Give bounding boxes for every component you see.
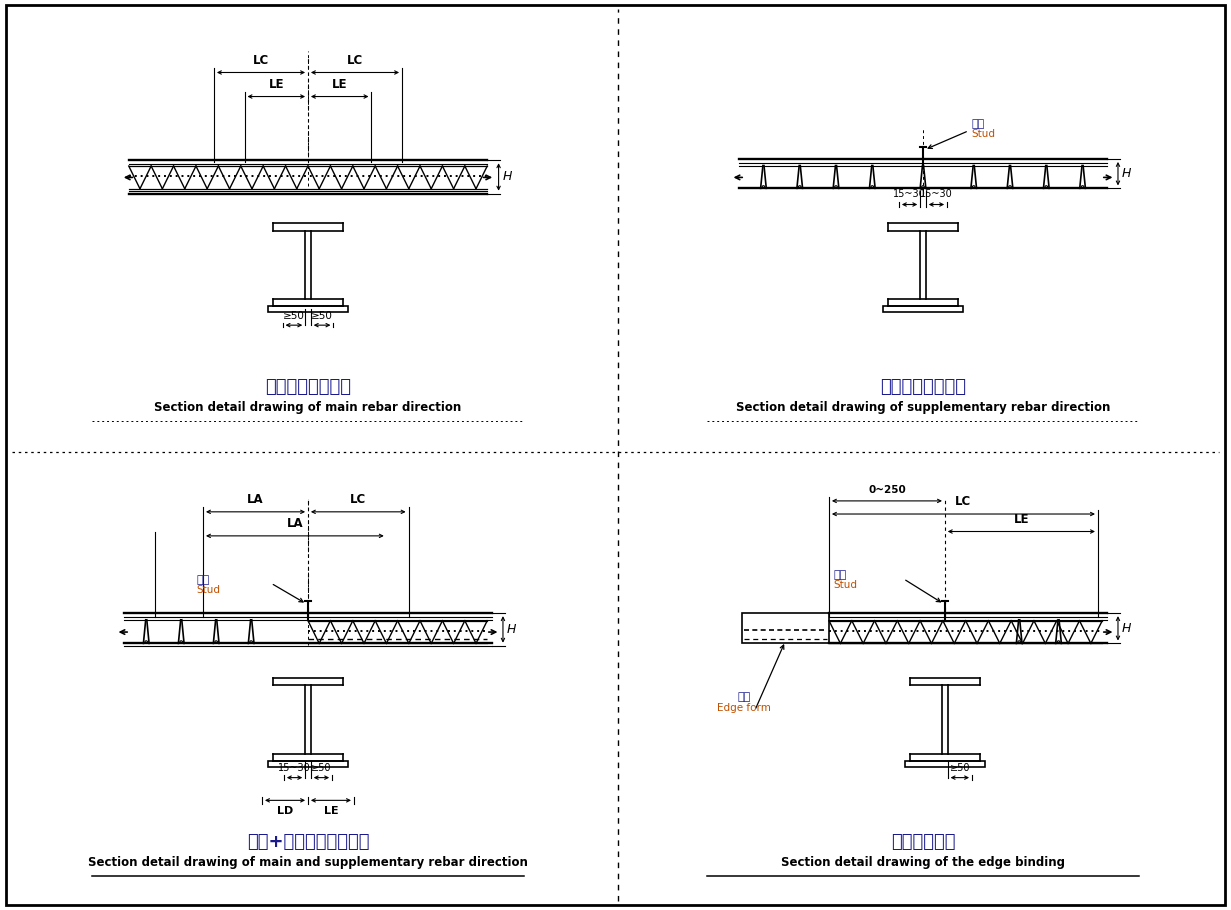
Text: LA: LA <box>287 517 303 531</box>
Text: H: H <box>1121 622 1131 635</box>
Text: ≥50: ≥50 <box>283 311 305 321</box>
Bar <box>905 761 985 767</box>
Text: Section detail drawing of main and supplementary rebar direction: Section detail drawing of main and suppl… <box>89 856 528 869</box>
Bar <box>741 613 828 643</box>
Text: ≥50: ≥50 <box>311 311 334 321</box>
Text: 15~30: 15~30 <box>278 763 311 774</box>
Bar <box>268 307 348 312</box>
Text: H: H <box>502 170 512 184</box>
Text: ≥50: ≥50 <box>311 763 331 774</box>
Text: LC: LC <box>955 495 971 509</box>
Text: 0~250: 0~250 <box>868 485 906 495</box>
Text: 栓釘: 栓釘 <box>971 119 985 129</box>
Text: LA: LA <box>247 493 263 506</box>
Text: Section detail drawing of the edge binding: Section detail drawing of the edge bindi… <box>780 856 1065 869</box>
Text: 栓釘: 栓釘 <box>833 570 847 580</box>
Text: 邊模: 邊模 <box>737 692 751 702</box>
Bar <box>268 761 348 767</box>
Text: 15~30: 15~30 <box>894 189 926 198</box>
Text: LC: LC <box>350 493 367 506</box>
Text: H: H <box>507 623 516 636</box>
Text: ≥50: ≥50 <box>949 763 970 774</box>
Text: Stud: Stud <box>971 129 995 139</box>
Text: LE: LE <box>268 78 284 91</box>
Text: 栓釘: 栓釘 <box>197 575 209 585</box>
Text: LC: LC <box>347 54 363 66</box>
Text: H: H <box>1121 167 1131 180</box>
Bar <box>883 307 963 312</box>
Text: 收边截面详图: 收边截面详图 <box>891 833 955 851</box>
Text: Stud: Stud <box>833 580 857 590</box>
Text: Edge form: Edge form <box>716 703 771 713</box>
Text: LD: LD <box>277 805 293 815</box>
Text: LE: LE <box>324 805 339 815</box>
Text: 15~30: 15~30 <box>920 189 953 198</box>
Text: LE: LE <box>332 78 347 91</box>
Text: 辅筋+主筋方向截面详图: 辅筋+主筋方向截面详图 <box>246 833 369 851</box>
Text: 辅筋方向截面详图: 辅筋方向截面详图 <box>880 379 966 396</box>
Text: Stud: Stud <box>197 585 220 595</box>
Text: Section detail drawing of supplementary rebar direction: Section detail drawing of supplementary … <box>736 401 1110 414</box>
Text: LC: LC <box>252 54 270 66</box>
Text: Section detail drawing of main rebar direction: Section detail drawing of main rebar dir… <box>154 401 462 414</box>
Text: LE: LE <box>1013 513 1029 526</box>
Text: 主筋方向截面详图: 主筋方向截面详图 <box>265 379 351 396</box>
